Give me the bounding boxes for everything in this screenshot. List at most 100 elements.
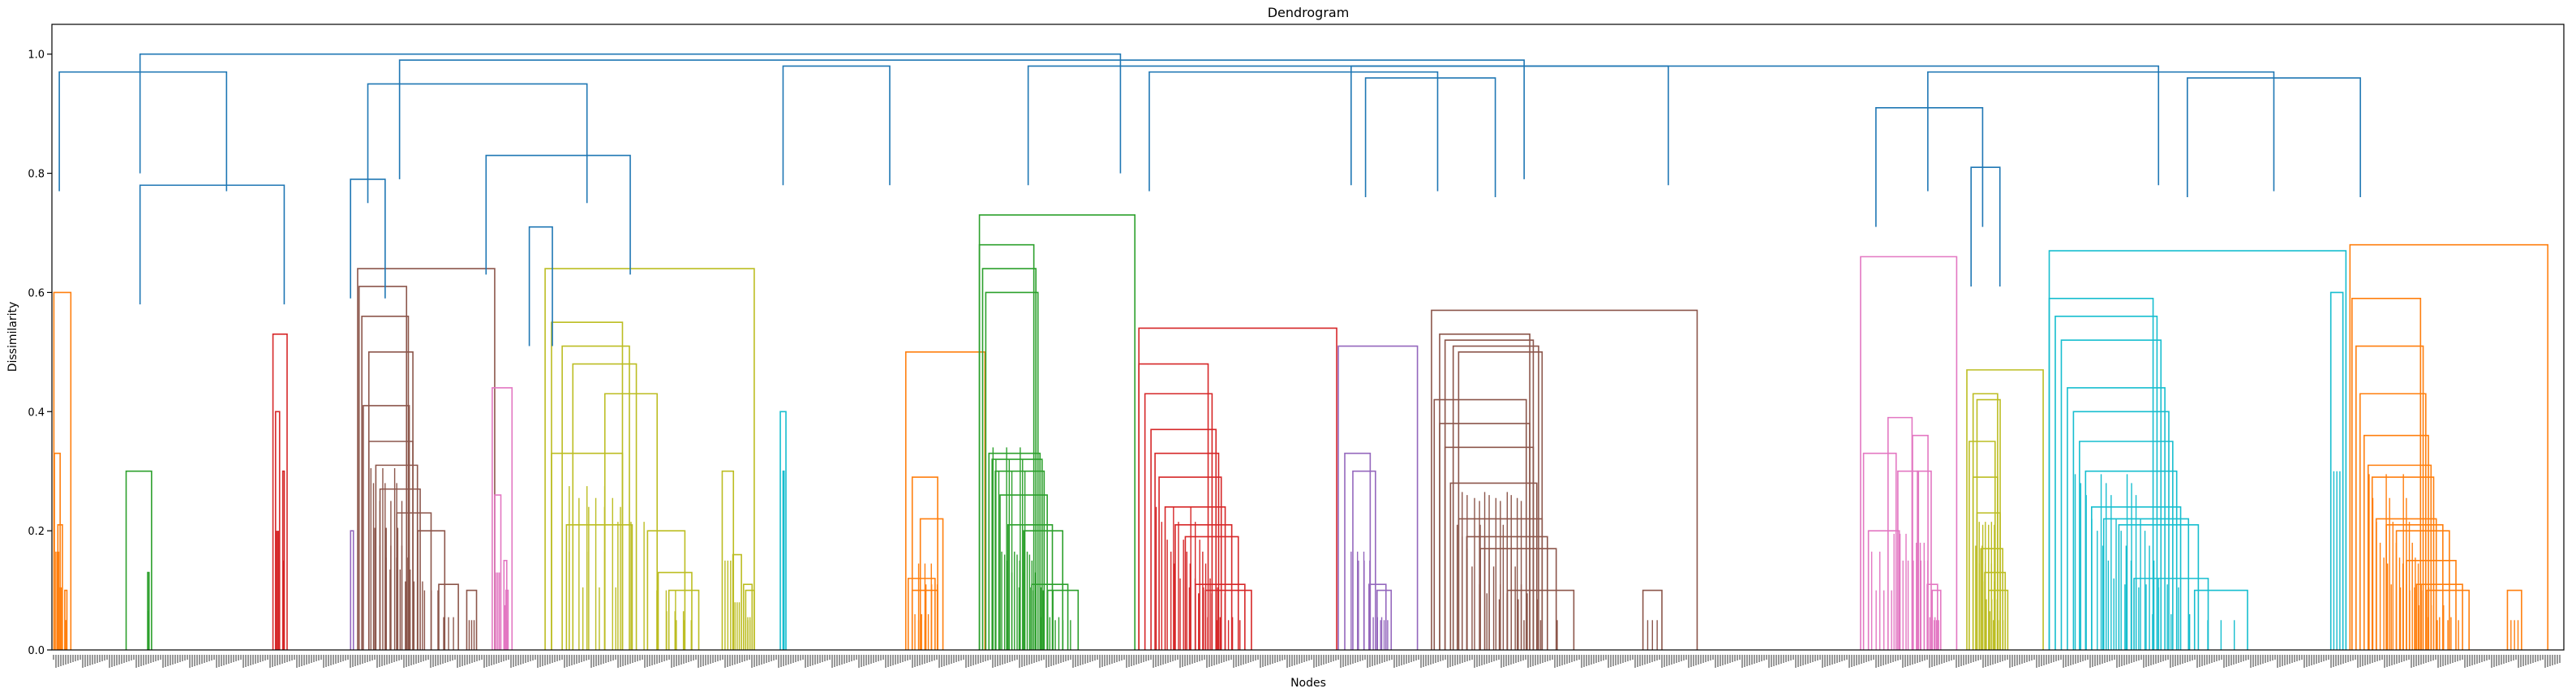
sub-link (505, 589, 509, 650)
sub-link (1154, 452, 1220, 650)
cluster-11 (1138, 327, 1337, 650)
sub-link (1506, 589, 1575, 650)
sub-link (2102, 518, 2190, 650)
cluster-link (357, 268, 496, 650)
cluster-link (492, 387, 513, 650)
sub-link (1917, 470, 1932, 650)
sub-link (2351, 297, 2422, 650)
top-link (782, 65, 891, 186)
y-tick-label: 0.2 (28, 526, 45, 538)
sub-link (2329, 291, 2344, 650)
sub-link (1174, 524, 1233, 650)
sub-link (1897, 470, 1920, 650)
sub-link (1968, 441, 1996, 650)
sub-link (2415, 583, 2463, 650)
sub-link (503, 560, 508, 650)
sub-link (907, 578, 936, 650)
sub-link (1862, 452, 1897, 650)
dendrogram-links (53, 53, 2549, 650)
sub-link (1031, 583, 1069, 650)
sub-link (668, 589, 700, 650)
sub-link (657, 571, 693, 650)
sub-link (2054, 316, 2158, 650)
top-link (1875, 107, 1984, 227)
sub-link (2133, 578, 2209, 650)
sub-link (2385, 524, 2444, 650)
cluster-9 (904, 351, 986, 650)
sub-link (603, 393, 659, 650)
sub-link (358, 286, 408, 650)
sub-link (782, 470, 785, 650)
sub-link (1204, 589, 1252, 650)
sub-link (494, 494, 502, 650)
sub-link (64, 589, 68, 650)
sub-link (466, 589, 478, 650)
sub-link (281, 470, 286, 650)
top-link (1970, 166, 2001, 287)
sub-link (1466, 536, 1548, 650)
cluster-link (125, 470, 152, 650)
top-link (485, 154, 631, 275)
sub-link (1046, 589, 1080, 650)
sub-link (1926, 583, 1938, 650)
sub-link (1458, 351, 1543, 650)
top-link (1027, 65, 1669, 186)
sub-link (1368, 583, 1387, 650)
sub-link (1912, 434, 1929, 650)
cluster-13 (1431, 309, 1698, 650)
cluster-4 (350, 530, 354, 650)
sub-link (417, 530, 446, 650)
top-link (1927, 71, 2275, 191)
sub-link (1452, 345, 1539, 650)
sub-link (2359, 393, 2427, 650)
sub-link (1479, 548, 1557, 650)
cluster-15 (1966, 369, 2044, 650)
cluster-5 (357, 268, 496, 650)
sub-link (911, 476, 938, 650)
sub-link (1184, 536, 1239, 650)
sub-link (1976, 512, 2001, 650)
sub-link (745, 589, 755, 650)
cluster-link (1337, 345, 1419, 650)
sub-link (2072, 411, 2170, 650)
sub-link (994, 470, 1045, 650)
sub-link (988, 452, 1041, 650)
sub-link (978, 243, 1035, 650)
sub-link (1007, 524, 1054, 650)
cluster-14 (1860, 256, 1958, 650)
sub-link (1433, 398, 1527, 650)
y-tick-label: 0.4 (28, 407, 45, 419)
cluster-link (350, 530, 354, 650)
sub-link (551, 452, 624, 650)
sub-link (1195, 583, 1246, 650)
y-tick-label: 0.6 (28, 287, 45, 299)
sub-link (2371, 476, 2435, 650)
sub-link (2426, 589, 2470, 650)
top-link (1350, 65, 2160, 186)
cluster-16 (2048, 250, 2347, 650)
sub-link (732, 553, 742, 650)
sub-link (911, 589, 938, 650)
sub-link (1376, 589, 1393, 650)
sub-link (1642, 589, 1663, 650)
sub-link (379, 488, 421, 650)
y-tick-label: 0.0 (28, 645, 45, 657)
sub-link (438, 583, 459, 650)
sub-link (363, 405, 410, 650)
y-tick-label: 1.0 (28, 49, 45, 62)
cluster-10 (978, 214, 1136, 650)
cluster-link (544, 268, 755, 650)
sub-link (565, 524, 633, 650)
chart-title: Dendrogram (1268, 5, 1350, 20)
sub-link (57, 524, 63, 650)
sub-link (1867, 530, 1900, 650)
sub-link (2048, 297, 2154, 650)
sub-link (999, 494, 1048, 650)
cluster-17 (2349, 243, 2549, 650)
sub-link (1984, 571, 2007, 650)
sub-link (1449, 482, 1538, 650)
cluster-1 (53, 291, 72, 650)
top-link (58, 71, 228, 191)
sub-link (361, 316, 410, 650)
